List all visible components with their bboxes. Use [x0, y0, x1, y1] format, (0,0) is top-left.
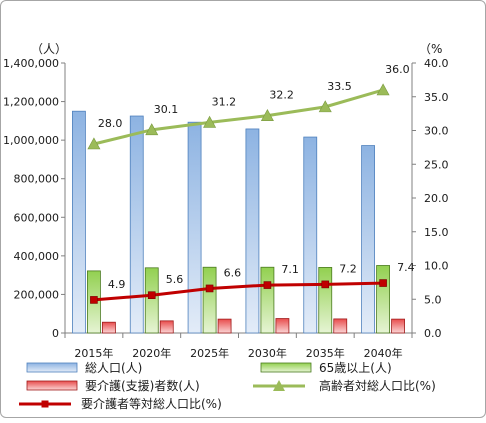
y-right-tick-label: 40.0 [424, 57, 449, 70]
elderly-ratio-data-label: 33.5 [327, 80, 352, 93]
bar [72, 110, 86, 334]
legend-label: 高齢者対総人口比(%) [319, 378, 436, 393]
y-left-tick-label: 800,000 [14, 173, 60, 186]
x-tick-label: 2025年 [190, 346, 229, 360]
bar-series [72, 110, 405, 334]
elderly-ratio-point [145, 123, 159, 136]
elderly-ratio-data-label: 36.0 [385, 63, 410, 76]
y-left-tick-label: 400,000 [14, 250, 60, 263]
bar [144, 267, 159, 334]
y-left-tick-label: 600,000 [14, 211, 60, 224]
x-tick-label: 2020年 [132, 346, 171, 360]
line-series: 28.0 30.1 31.2 32.2 33.5 36.0 4.9 5.6 6.6 7.1 7.2 7… [87, 63, 415, 304]
legend-item: 総人口(人) [26, 361, 142, 375]
bar [376, 265, 390, 334]
y-right-tick-label: 25.0 [424, 158, 449, 171]
care-ratio-data-label: 4.9 [108, 278, 126, 291]
x-tick-label: 2015年 [74, 346, 113, 360]
bar [102, 321, 116, 334]
care-ratio-point [263, 281, 272, 289]
bar [245, 128, 260, 334]
care-ratio-point [147, 291, 156, 300]
care-ratio-point [379, 279, 387, 287]
legend-label: 65歳以上(人) [319, 361, 392, 375]
legend-swatch [26, 362, 78, 373]
y-right-unit: （% [419, 42, 442, 56]
legend-label: 要介護(支援)者数(人) [85, 378, 200, 393]
legend-swatch [26, 380, 78, 391]
legend-label: 要介護者等対総人口比(%) [81, 396, 222, 411]
elderly-ratio-point [203, 115, 217, 128]
care-ratio-point [205, 284, 214, 293]
y-right-tick-label: 35.0 [424, 91, 449, 104]
axes: 0 200,000 400,000 600,000 800,000 1,000,000 1,… [3, 57, 448, 340]
care-ratio-data-label: 7.1 [281, 263, 299, 276]
elderly-ratio-data-label: 31.2 [212, 95, 237, 108]
care-ratio-data-label: 6.6 [224, 266, 242, 279]
elderly-ratio-data-label: 30.1 [154, 103, 179, 116]
x-tick-label: 2035年 [306, 346, 345, 360]
care-ratio-data-label: 7.4 [397, 261, 415, 274]
y-right-tick-label: 20.0 [424, 192, 449, 205]
legend-marker [41, 400, 49, 408]
elderly-ratio-line [93, 88, 384, 146]
y-left-unit: （人） [31, 42, 67, 56]
bar [275, 318, 290, 334]
elderly-ratio-data-label: 28.0 [98, 117, 123, 130]
bar [361, 145, 375, 334]
elderly-ratio-point [87, 137, 101, 150]
legend-item: 高齢者対総人口比(%) [253, 378, 436, 393]
legend-item: 要介護者等対総人口比(%) [19, 396, 222, 411]
bar [333, 318, 348, 334]
elderly-ratio-data-label: 32.2 [269, 89, 294, 102]
care-ratio-line [93, 281, 384, 302]
y-right-tick-label: 30.0 [424, 125, 449, 138]
y-left-tick-label: 1,200,000 [3, 96, 59, 109]
x-tick-label: 2030年 [248, 346, 287, 360]
legend-item: 要介護(支援)者数(人) [26, 378, 200, 393]
legend-swatch [260, 362, 312, 373]
legend-item: 65歳以上(人) [260, 361, 392, 375]
x-tick-labels: 2015年 2020年 2025年 2030年 2035年 2040年 [74, 346, 402, 360]
bar [318, 267, 333, 334]
y-left-tick-label: 200,000 [14, 288, 60, 301]
bar [260, 266, 275, 334]
y-right-tick-label: 0.0 [424, 327, 442, 340]
bar [303, 136, 318, 334]
bar [202, 266, 217, 334]
bar [129, 115, 144, 334]
y-left-tick-label: 1,000,000 [3, 134, 59, 147]
legend-label: 総人口(人) [85, 361, 142, 375]
bar [217, 318, 232, 334]
y-right-tick-label: 10.0 [424, 260, 449, 273]
care-ratio-data-label: 7.2 [339, 262, 357, 275]
care-ratio-point [321, 280, 330, 289]
legend: 総人口(人) 65歳以上(人) 要介護(支援)者数(人) 高齢者対総人口比(%) 要介護… [19, 361, 436, 411]
elderly-ratio-point [260, 109, 274, 121]
bar [187, 121, 202, 334]
care-ratio-point [90, 296, 98, 304]
y-left-tick-label: 0 [52, 327, 59, 340]
care-ratio-data-label: 5.6 [166, 273, 184, 286]
x-tick-label: 2040年 [364, 346, 403, 360]
y-right-tick-label: 5.0 [424, 293, 442, 306]
legend-marker [273, 380, 285, 391]
bar [391, 318, 405, 334]
bar [159, 320, 174, 334]
elderly-ratio-point [318, 100, 332, 113]
y-right-tick-label: 15.0 [424, 226, 449, 239]
elderly-ratio-point [376, 83, 390, 96]
y-left-tick-label: 1,400,000 [3, 57, 59, 70]
